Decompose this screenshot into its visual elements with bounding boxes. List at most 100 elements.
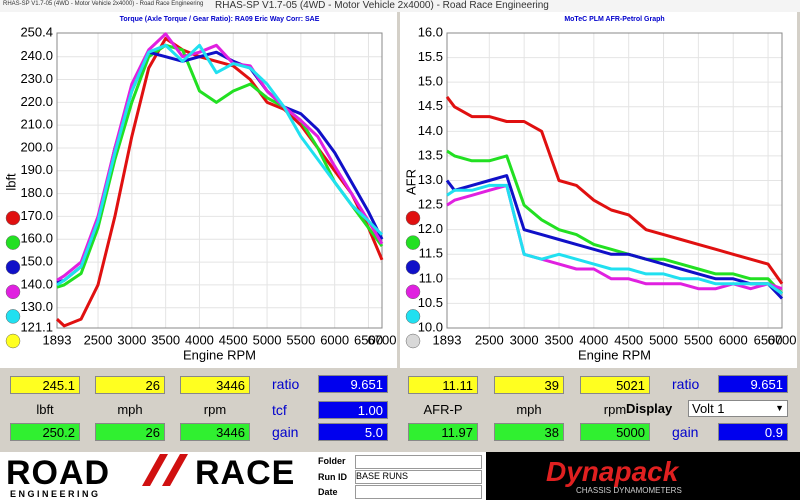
y-tick-label: 14.0 <box>418 123 443 138</box>
legend-marker <box>5 259 21 275</box>
readout-value: 11.11 <box>408 376 478 394</box>
y-tick-label: 12.0 <box>418 221 443 236</box>
x-tick-label: 6700 <box>368 332 397 347</box>
series-line <box>56 43 384 287</box>
readout-value: 245.1 <box>10 376 80 394</box>
display-select[interactable]: Volt 1 ▼ <box>688 400 788 417</box>
brand: Dynapack <box>546 456 679 487</box>
x-tick-label: 6500 <box>754 332 783 347</box>
setting-value: 5.0 <box>318 423 388 441</box>
x-tick-label: 6700 <box>768 332 797 347</box>
x-axis-label: Engine RPM <box>578 347 651 362</box>
x-axis-label: Engine RPM <box>183 347 256 362</box>
setting-value: 9.651 <box>318 375 388 393</box>
setting-label: ratio <box>672 376 700 392</box>
title-bar: RHAS-SP V1.7-05 (4WD - Motor Vehicle 2x4… <box>0 0 800 12</box>
x-tick-label: 2500 <box>475 332 504 347</box>
y-tick-label: 130.0 <box>20 299 53 314</box>
y-tick-label: 200.0 <box>20 139 53 154</box>
field-label: Folder <box>318 456 346 466</box>
series-line <box>446 183 783 291</box>
x-tick-label: 4500 <box>614 332 643 347</box>
y-tick-label: 16.0 <box>418 24 443 39</box>
readout-value: 39 <box>494 376 564 394</box>
logo-sub: E N G I N E E R I N G <box>10 489 99 499</box>
readout-value: 3446 <box>180 423 250 441</box>
x-tick-label: 5500 <box>684 332 713 347</box>
caption: RHAS-SP V1.7-05 (4WD - Motor Vehicle 2x4… <box>3 1 204 7</box>
panel-bg <box>0 12 397 368</box>
field[interactable] <box>355 455 482 469</box>
legend-marker <box>405 333 421 349</box>
legend-marker <box>5 210 21 226</box>
logo-slashes <box>128 454 198 486</box>
legend-marker <box>5 333 21 349</box>
series-line <box>56 43 384 289</box>
y-tick-label: 15.0 <box>418 74 443 89</box>
y-tick-label: 10.5 <box>418 295 443 310</box>
readout-label: lbft <box>36 402 54 417</box>
chart-title: MoTeC PLM AFR-Petrol Graph <box>564 16 664 23</box>
x-tick-label: 4000 <box>185 332 214 347</box>
readout-label: AFR-P <box>423 402 463 417</box>
legend-marker <box>405 210 421 226</box>
x-tick-label: 3000 <box>510 332 539 347</box>
y-tick-label: 230.0 <box>20 71 53 86</box>
y-tick-label: 11.0 <box>419 270 443 285</box>
y-axis-label: AFR <box>403 169 418 195</box>
legend-marker <box>405 259 421 275</box>
y-tick-label: 13.5 <box>418 147 443 162</box>
charts: Torque (Axle Torque / Gear Ratio): RA09 … <box>0 12 797 368</box>
x-tick-label: 4000 <box>579 332 608 347</box>
x-tick-label: 3500 <box>545 332 574 347</box>
logo-race: RACE <box>195 454 296 492</box>
legend-marker <box>405 235 421 250</box>
y-tick-label: 14.5 <box>418 98 443 113</box>
chart-title: Torque (Axle Torque / Gear Ratio): RA09 … <box>120 16 320 23</box>
x-tick-label: 6000 <box>320 332 349 347</box>
x-tick-label: 2500 <box>84 332 113 347</box>
x-tick-label: 4500 <box>219 332 248 347</box>
setting-label: ratio <box>272 376 300 392</box>
y-tick-label: 170.0 <box>20 208 53 223</box>
readout-value: 11.97 <box>408 423 478 441</box>
logo-road: ROAD <box>6 454 111 492</box>
series-line <box>55 37 384 328</box>
readout-value: 26 <box>95 376 165 394</box>
y-tick-label: 160.0 <box>20 231 53 246</box>
setting-label: tcf <box>272 402 287 418</box>
y-tick-label: 210.0 <box>20 117 53 132</box>
field[interactable] <box>355 485 482 499</box>
y-tick-label: 13.0 <box>418 172 443 187</box>
x-tick-label: 6500 <box>354 332 383 347</box>
y-tick-label: 140.0 <box>20 276 53 291</box>
legend-marker <box>5 284 21 300</box>
field[interactable]: BASE RUNS <box>355 470 482 484</box>
x-tick-label: 5000 <box>253 332 282 347</box>
setting-value: 0.9 <box>718 423 788 441</box>
y-tick-label: 12.5 <box>418 197 443 212</box>
window-title: RHAS-SP V1.7-05 (4WD - Motor Vehicle 2x4… <box>215 0 549 11</box>
series-line <box>445 174 784 300</box>
x-tick-label: 1893 <box>433 332 462 347</box>
y-tick-label: 180.0 <box>20 185 53 200</box>
y-tick-label: 190.0 <box>20 162 53 177</box>
setting-label: gain <box>672 424 699 440</box>
x-tick-label: 5500 <box>286 332 315 347</box>
readout-label: mph <box>117 402 143 417</box>
x-tick-label: 1893 <box>43 332 72 347</box>
readout-value: 250.2 <box>10 423 80 441</box>
legend-marker <box>405 309 421 324</box>
x-tick-label: 5000 <box>649 332 678 347</box>
x-tick-label: 3000 <box>117 332 146 347</box>
slash <box>142 454 188 486</box>
select-arrow[interactable]: ▼ <box>775 403 784 413</box>
readout-value: 3446 <box>180 376 250 394</box>
series-line <box>445 95 784 285</box>
series-line <box>446 183 783 295</box>
readout-label: rpm <box>603 402 627 417</box>
legend-marker <box>5 309 21 324</box>
y-tick-label: 240.0 <box>20 48 53 63</box>
y-tick-label: 10.0 <box>418 319 443 334</box>
